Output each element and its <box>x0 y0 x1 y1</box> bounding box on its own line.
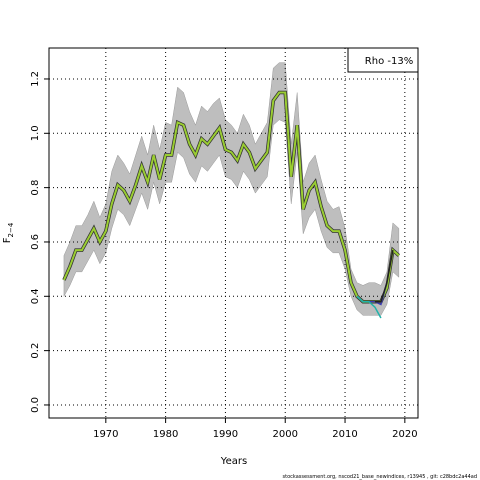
y-label-sub: 2−4 <box>7 222 15 237</box>
x-axis-label: Years <box>220 456 247 467</box>
line <box>63 91 400 303</box>
x-tick-label: 1990 <box>213 429 238 440</box>
y-label-main: F <box>2 237 13 243</box>
y-tick-label: 0.0 <box>30 397 41 413</box>
legend-text: Rho -13% <box>365 56 413 67</box>
y-tick-label: 0.2 <box>30 343 41 359</box>
x-tick-label: 2010 <box>332 429 357 440</box>
legend-box <box>347 47 419 73</box>
peel-line <box>356 295 382 319</box>
x-tick-label: 2020 <box>392 429 417 440</box>
peel-line <box>374 249 394 303</box>
footer: stockassessment.org, nscod21_base_newind… <box>283 474 477 480</box>
y-tick-label: 1.0 <box>30 125 41 141</box>
x-tick-label: 1970 <box>93 429 118 440</box>
y-axis-label: F2−4 <box>2 222 15 243</box>
x-tick-label: 1980 <box>153 429 178 440</box>
y-tick-label: 1.2 <box>30 71 41 87</box>
x-tick-label: 2000 <box>273 429 298 440</box>
y-tick-label: 0.4 <box>30 288 41 304</box>
plot-frame <box>48 47 419 419</box>
y-tick-label: 0.8 <box>30 180 41 196</box>
y-tick-label: 0.6 <box>30 234 41 250</box>
confidence-band <box>63 62 400 316</box>
